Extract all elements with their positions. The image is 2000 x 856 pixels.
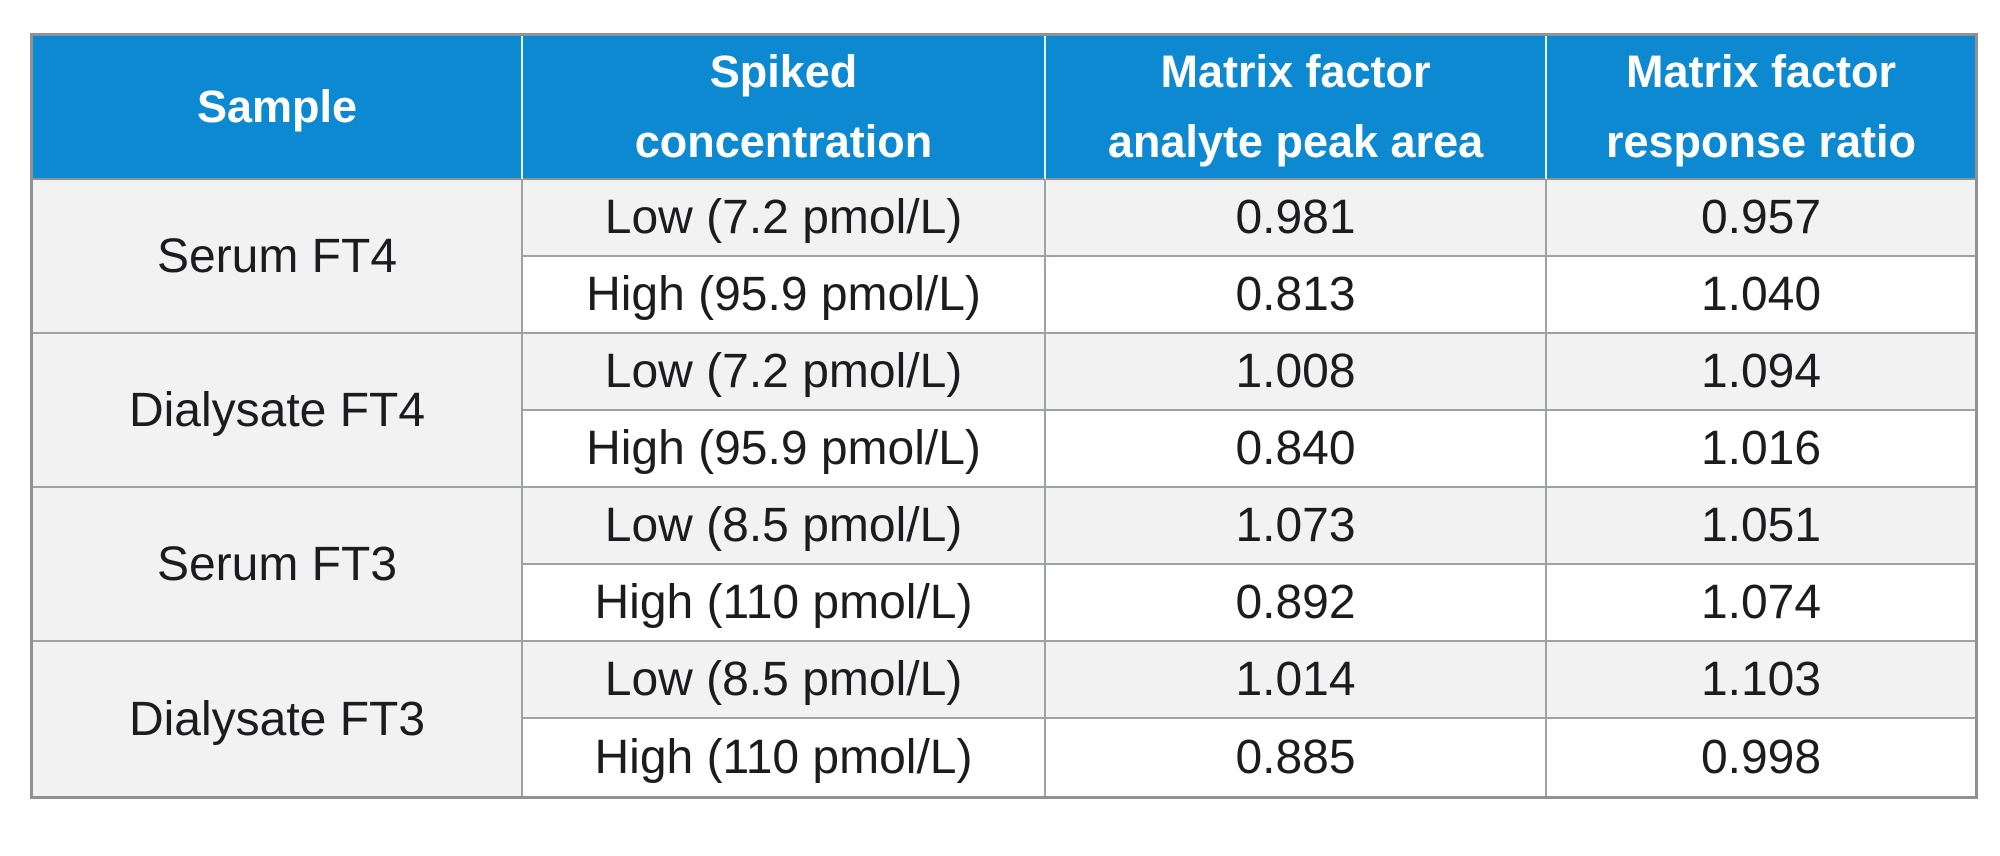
matrix-factor-table: Sample Spiked concentration Matrix facto…	[30, 33, 1978, 799]
table-row: Serum FT4 Low (7.2 pmol/L) 0.981 0.957	[33, 180, 1975, 334]
sample-cell: Serum FT3	[33, 488, 523, 642]
table-row: High (110 pmol/L) 0.892 1.074	[33, 565, 1975, 642]
matrix-factor-response-ratio-cell: 1.103	[1547, 642, 1975, 719]
matrix-factor-peak-area-cell: 1.008	[1046, 334, 1547, 411]
matrix-factor-response-ratio-cell: 0.957	[1547, 180, 1975, 257]
sample-cell: Dialysate FT4	[33, 334, 523, 488]
matrix-factor-response-ratio-cell: 0.998	[1547, 719, 1975, 796]
matrix-factor-response-ratio-cell: 1.051	[1547, 488, 1975, 565]
matrix-factor-peak-area-cell: 0.840	[1046, 411, 1547, 488]
spiked-concentration-cell: High (110 pmol/L)	[523, 565, 1046, 642]
table-row: High (95.9 pmol/L) 0.840 1.016	[33, 411, 1975, 488]
matrix-factor-peak-area-cell: 1.073	[1046, 488, 1547, 565]
table-row: Dialysate FT4 Low (7.2 pmol/L) 1.008 1.0…	[33, 334, 1975, 488]
header-cell-matrix-factor-response-ratio: Matrix factor response ratio	[1547, 36, 1975, 180]
header-cell-matrix-factor-peak-area: Matrix factor analyte peak area	[1046, 36, 1547, 180]
matrix-factor-peak-area-cell: 0.981	[1046, 180, 1547, 257]
matrix-factor-peak-area-cell: 0.892	[1046, 565, 1547, 642]
spiked-concentration-cell: Low (8.5 pmol/L)	[523, 488, 1046, 565]
matrix-factor-peak-area-cell: 0.885	[1046, 719, 1547, 796]
sample-cell: Dialysate FT3	[33, 642, 523, 796]
matrix-factor-response-ratio-cell: 1.040	[1547, 257, 1975, 334]
spiked-concentration-cell: High (95.9 pmol/L)	[523, 257, 1046, 334]
matrix-factor-response-ratio-cell: 1.074	[1547, 565, 1975, 642]
sample-cell: Serum FT4	[33, 180, 523, 334]
table-row: High (110 pmol/L) 0.885 0.998	[33, 719, 1975, 796]
header-cell-spiked-concentration: Spiked concentration	[523, 36, 1046, 180]
matrix-factor-response-ratio-cell: 1.016	[1547, 411, 1975, 488]
spiked-concentration-cell: High (110 pmol/L)	[523, 719, 1046, 796]
table-row: Serum FT3 Low (8.5 pmol/L) 1.073 1.051	[33, 488, 1975, 642]
spiked-concentration-cell: Low (8.5 pmol/L)	[523, 642, 1046, 719]
matrix-factor-peak-area-cell: 1.014	[1046, 642, 1547, 719]
table-row: Dialysate FT3 Low (8.5 pmol/L) 1.014 1.1…	[33, 642, 1975, 796]
matrix-factor-response-ratio-cell: 1.094	[1547, 334, 1975, 411]
spiked-concentration-cell: Low (7.2 pmol/L)	[523, 180, 1046, 257]
table-row: High (95.9 pmol/L) 0.813 1.040	[33, 257, 1975, 334]
matrix-factor-peak-area-cell: 0.813	[1046, 257, 1547, 334]
spiked-concentration-cell: Low (7.2 pmol/L)	[523, 334, 1046, 411]
spiked-concentration-cell: High (95.9 pmol/L)	[523, 411, 1046, 488]
header-cell-sample: Sample	[33, 36, 523, 180]
header-row: Sample Spiked concentration Matrix facto…	[33, 36, 1975, 180]
